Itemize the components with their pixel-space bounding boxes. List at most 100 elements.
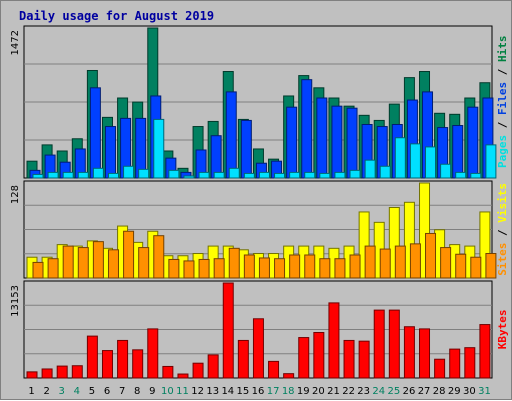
bar-files-day-13 — [210, 135, 222, 179]
bar-kbytes-day-9 — [147, 328, 159, 379]
bar-files-day-15 — [240, 119, 252, 179]
bar-pages-day-26 — [409, 143, 421, 179]
x-tick-label-day-19: 19 — [297, 386, 310, 397]
bar-sites-day-19 — [304, 254, 316, 279]
bar-sites-day-25 — [394, 245, 406, 279]
bar-pages-day-31 — [485, 144, 497, 179]
x-tick-label-day-14: 14 — [221, 386, 234, 397]
bar-pages-day-17 — [274, 172, 286, 179]
bar-pages-day-9 — [153, 118, 165, 179]
legend-sites: Sites — [496, 243, 509, 276]
x-tick-label-day-17: 17 — [267, 386, 280, 397]
bar-files-day-5 — [89, 87, 101, 179]
bar-kbytes-day-7 — [117, 339, 129, 379]
bar-pages-day-5 — [92, 167, 104, 179]
bar-sites-day-29 — [455, 253, 467, 279]
bar-kbytes-day-13 — [207, 354, 219, 379]
bar-pages-day-7 — [123, 165, 135, 179]
bar-kbytes-day-30 — [464, 347, 476, 379]
bar-sites-day-20 — [319, 258, 331, 279]
bar-kbytes-day-25 — [388, 309, 400, 379]
bar-kbytes-day-23 — [358, 340, 370, 379]
bar-pages-day-11 — [183, 175, 195, 179]
bar-pages-day-15 — [243, 172, 255, 179]
bar-kbytes-day-2 — [41, 368, 53, 379]
bar-pages-day-27 — [425, 146, 437, 179]
bottom-side-legend: KBytes — [496, 310, 509, 350]
bar-files-day-22 — [346, 107, 358, 179]
bar-kbytes-day-21 — [328, 302, 340, 379]
bar-visits-day-26 — [403, 201, 415, 279]
bar-pages-day-12 — [198, 171, 210, 179]
bar-kbytes-day-28 — [434, 358, 446, 379]
bar-kbytes-day-24 — [373, 309, 385, 379]
bar-kbytes-day-31 — [479, 324, 491, 379]
bar-kbytes-day-14 — [222, 282, 234, 379]
legend-kbytes: KBytes — [496, 310, 509, 350]
bar-kbytes-day-19 — [298, 337, 310, 379]
bar-visits-day-31 — [479, 211, 491, 279]
x-tick-label-day-10: 10 — [161, 386, 174, 397]
bar-kbytes-day-26 — [403, 326, 415, 379]
bar-pages-day-3 — [62, 171, 74, 179]
x-tick-label-day-6: 6 — [104, 386, 110, 397]
bar-kbytes-day-17 — [268, 360, 280, 379]
bar-pages-day-1 — [32, 173, 44, 179]
top-side-legend: Pages / Files / Hits — [496, 36, 509, 169]
x-tick-label-day-12: 12 — [191, 386, 204, 397]
legend-pages: Pages — [496, 135, 509, 168]
bar-pages-day-25 — [394, 137, 406, 179]
bar-pages-day-16 — [258, 171, 270, 179]
bar-sites-day-23 — [364, 245, 376, 279]
bar-sites-day-28 — [440, 247, 452, 279]
bar-kbytes-day-5 — [86, 335, 98, 379]
x-tick-label-day-24: 24 — [372, 386, 385, 397]
x-tick-label-day-5: 5 — [89, 386, 95, 397]
bar-pages-day-29 — [455, 171, 467, 179]
x-tick-label-day-22: 22 — [342, 386, 355, 397]
bar-sites-day-1 — [32, 261, 44, 279]
bar-pages-day-28 — [440, 163, 452, 179]
bar-files-day-14 — [225, 91, 237, 179]
bar-pages-day-4 — [77, 171, 89, 179]
bar-pages-day-22 — [349, 169, 361, 179]
bar-sites-day-10 — [168, 258, 180, 279]
bar-pages-day-6 — [107, 172, 119, 179]
x-tick-label-day-2: 2 — [43, 386, 49, 397]
x-tick-label-day-31: 31 — [478, 386, 491, 397]
bar-sites-day-9 — [153, 235, 165, 279]
bar-files-day-30 — [467, 106, 479, 179]
x-tick-label-day-29: 29 — [448, 386, 461, 397]
middle-max-label: 128 — [10, 185, 21, 204]
x-tick-label-day-13: 13 — [206, 386, 219, 397]
bar-sites-day-17 — [274, 258, 286, 279]
x-tick-label-day-7: 7 — [119, 386, 125, 397]
bar-pages-day-10 — [168, 169, 180, 179]
bar-sites-day-2 — [47, 258, 59, 279]
top-max-label: 1472 — [10, 30, 21, 55]
bar-sites-day-31 — [485, 253, 497, 279]
bar-kbytes-day-15 — [237, 339, 249, 379]
legend-hits: Hits — [496, 36, 509, 63]
x-tick-label-day-26: 26 — [403, 386, 416, 397]
bar-files-day-21 — [331, 105, 343, 179]
x-tick-label-day-8: 8 — [134, 386, 140, 397]
bar-kbytes-day-3 — [56, 365, 68, 379]
x-tick-label-day-28: 28 — [433, 386, 446, 397]
x-tick-label-day-11: 11 — [176, 386, 189, 397]
bar-pages-day-20 — [319, 172, 331, 179]
bar-kbytes-day-20 — [313, 331, 325, 379]
bar-kbytes-day-16 — [252, 318, 264, 379]
bar-pages-day-21 — [334, 171, 346, 179]
bottom-max-label: 13153 — [10, 285, 21, 317]
bar-kbytes-day-11 — [177, 373, 189, 379]
chart-title: Daily usage for August 2019 — [19, 9, 214, 23]
bar-sites-day-14 — [228, 247, 240, 279]
x-tick-label-day-23: 23 — [357, 386, 370, 397]
bar-pages-day-19 — [304, 171, 316, 179]
bar-sites-day-16 — [258, 257, 270, 279]
bar-files-day-6 — [104, 126, 116, 179]
bar-files-day-29 — [452, 125, 464, 179]
